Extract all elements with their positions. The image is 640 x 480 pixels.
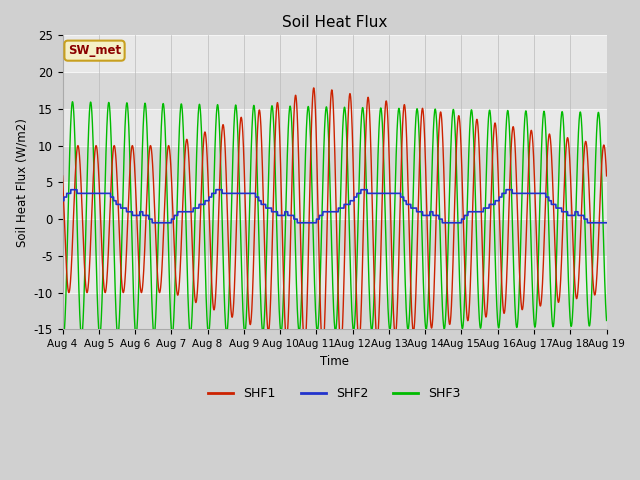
SHF1 [316,295,324,300]
SHF1 [456,128,464,133]
SHF3 [59,328,67,334]
SHF2 [59,198,67,204]
Bar [63,109,607,145]
SHF3 [244,282,252,288]
Bar [63,72,607,109]
SHF1 [59,173,67,179]
SHF1 [310,85,317,91]
SHF2 [580,213,588,218]
SHF3 [68,99,76,105]
SHF2 [456,220,464,226]
Y-axis label: Soil Heat Flux (W/m2): Soil Heat Flux (W/m2) [15,118,28,247]
SHF2 [316,213,324,218]
X-axis label: Time: Time [320,355,349,368]
SHF3 [603,318,611,324]
SHF3 [316,279,324,285]
Bar [63,182,607,219]
SHF3 [456,299,464,305]
Bar [63,36,607,72]
SHF3 [472,204,479,210]
Bar [63,293,607,329]
SHF3 [60,334,67,339]
SHF2 [148,220,156,226]
SHF3 [573,168,581,173]
SHF2 [603,220,611,226]
SHF2 [244,191,252,196]
Title: Soil Heat Flux: Soil Heat Flux [282,15,387,30]
SHF1 [603,173,611,179]
SHF1 [580,154,588,160]
Line: SHF2: SHF2 [63,190,607,223]
Bar [63,256,607,293]
SHF2 [67,187,75,192]
Line: SHF1: SHF1 [63,88,607,350]
SHF1 [244,274,252,279]
SHF1 [573,295,581,300]
Bar [63,145,607,182]
SHF1 [319,347,326,353]
Text: SW_met: SW_met [68,44,121,57]
Legend: SHF1, SHF2, SHF3: SHF1, SHF2, SHF3 [204,383,466,406]
SHF2 [472,209,479,215]
SHF1 [472,125,479,131]
SHF3 [580,180,588,186]
SHF2 [573,209,581,215]
Line: SHF3: SHF3 [63,102,607,336]
Bar [63,219,607,256]
